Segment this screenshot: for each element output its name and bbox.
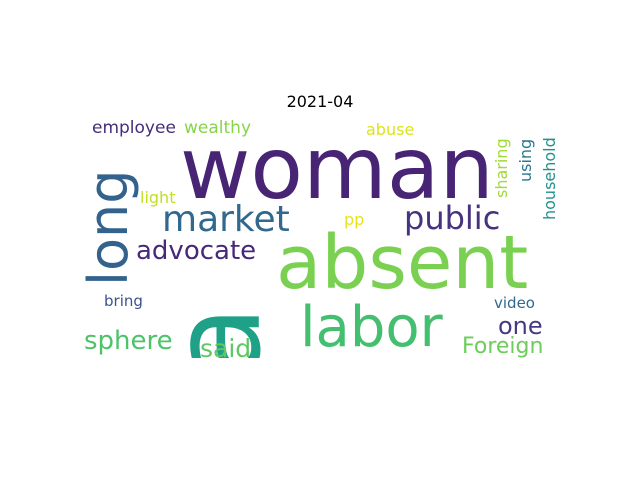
word-cloud: woman absent a long labor market public … — [80, 118, 560, 359]
word-wealthy: wealthy — [184, 118, 252, 138]
word-employee: employee — [92, 118, 176, 138]
word-advocate: advocate — [136, 236, 257, 266]
figure-title: 2021-04 — [286, 92, 354, 111]
word-bring: bring — [104, 292, 143, 310]
word-labor: labor — [300, 295, 443, 358]
word-said: said — [200, 334, 252, 358]
word-market: market — [162, 199, 290, 240]
word-household: household — [540, 137, 559, 220]
word-using: using — [516, 138, 535, 182]
word-sharing: sharing — [492, 138, 511, 198]
word-long: long — [80, 169, 140, 286]
word-sphere: sphere — [84, 326, 173, 356]
word-public: public — [404, 199, 501, 237]
word-video: video — [494, 294, 535, 312]
word-woman: woman — [180, 119, 494, 219]
word-light: light — [140, 188, 176, 207]
word-absent: absent — [276, 220, 529, 306]
word-foreign: Foreign — [462, 334, 544, 358]
word-one: one — [498, 312, 543, 340]
word-pp: pp — [344, 210, 365, 229]
word-abuse: abuse — [366, 120, 415, 139]
